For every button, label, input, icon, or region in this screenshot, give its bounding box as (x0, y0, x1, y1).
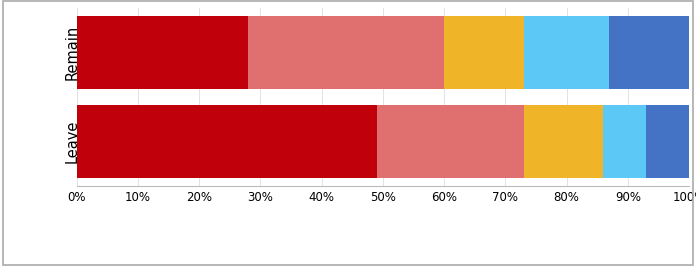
Bar (646, 105, 689, 178)
Bar (610, 16, 689, 89)
Bar (77, 16, 248, 89)
Bar (77, 105, 377, 178)
Bar (248, 16, 444, 89)
Bar (523, 105, 603, 178)
Bar (377, 105, 523, 178)
Bar (444, 16, 523, 89)
Bar (523, 16, 610, 89)
Bar (603, 105, 646, 178)
